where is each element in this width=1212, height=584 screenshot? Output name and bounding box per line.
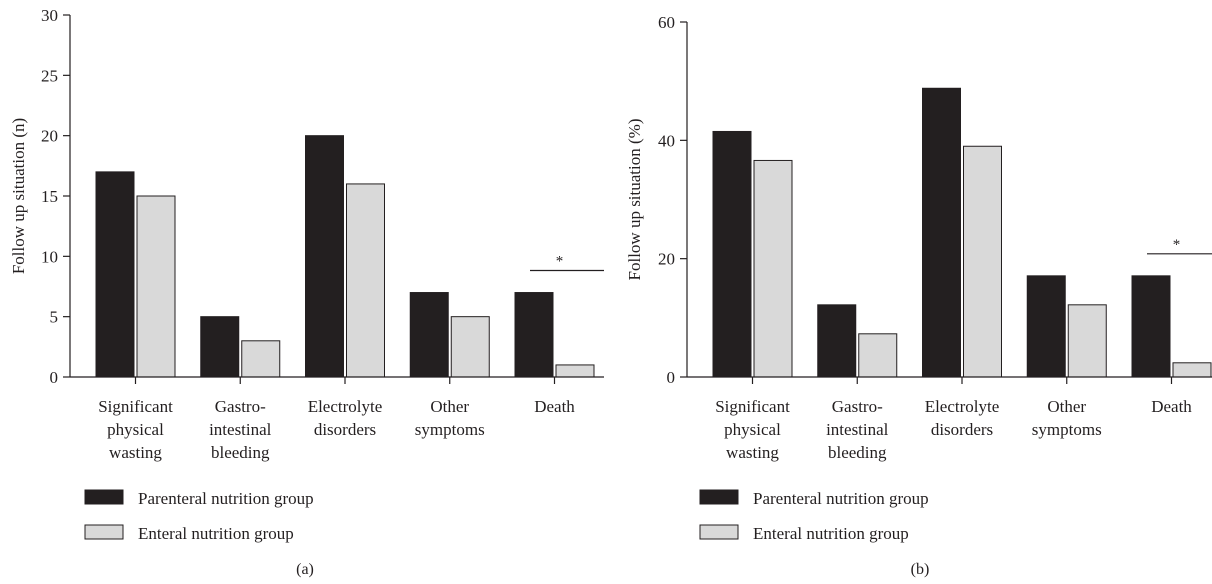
bar-parenteral (95, 171, 135, 378)
x-category-label: wasting (726, 443, 779, 462)
x-category-label: physical (724, 420, 781, 439)
legend-swatch-parenteral (84, 489, 124, 505)
significance-marker: * (556, 254, 564, 270)
x-category-label: bleeding (211, 443, 270, 462)
bar-enteral (858, 333, 898, 378)
bar-enteral (753, 159, 793, 378)
x-category-label: disorders (931, 420, 993, 439)
bar-parenteral (922, 87, 961, 378)
legend-swatch-enteral (84, 524, 124, 540)
y-axis-label: Follow up situation (n) (9, 118, 28, 274)
x-category-label: intestinal (826, 420, 889, 439)
bar-parenteral (409, 292, 449, 378)
bar-parenteral (1026, 275, 1066, 378)
x-category-label: symptoms (415, 420, 485, 439)
bar-parenteral (712, 130, 752, 378)
legend-label-parenteral: Parenteral nutrition group (753, 489, 929, 508)
y-tick-label: 40 (658, 131, 675, 150)
chart-panel-b: 0 20 40 60 Follow up situation (%) Significan… (625, 13, 1212, 578)
bar-parenteral (200, 316, 240, 378)
x-category-label: Electrolyte (925, 397, 1000, 416)
x-category-label: disorders (314, 420, 376, 439)
legend-label-parenteral: Parenteral nutrition group (138, 489, 314, 508)
bar-enteral (346, 183, 385, 378)
y-tick-label: 20 (41, 127, 58, 146)
legend-label-enteral: Enteral nutrition group (138, 524, 294, 543)
x-category-label: Gastro- (832, 397, 883, 416)
legend-swatch-enteral (699, 524, 739, 540)
y-axis-label: Follow up situation (%) (625, 119, 644, 281)
x-category-label: wasting (109, 443, 162, 462)
x-category-label: Death (534, 397, 575, 416)
legend-label-enteral: Enteral nutrition group (753, 524, 909, 543)
chart-panel-a: 0 5 10 15 20 25 30 Follow up situation (n) Signi… (9, 6, 604, 578)
bar-parenteral (305, 135, 344, 378)
bar-parenteral (1131, 275, 1171, 378)
x-category-label: intestinal (209, 420, 272, 439)
x-category-label: Death (1151, 397, 1192, 416)
bar-parenteral (514, 292, 554, 378)
y-tick-label: 20 (658, 250, 675, 269)
significance-marker: * (1173, 237, 1181, 253)
bar-enteral (450, 316, 490, 378)
x-category-label: bleeding (828, 443, 887, 462)
y-tick-label: 5 (50, 308, 59, 327)
x-category-label: physical (107, 420, 164, 439)
y-tick-label: 25 (41, 66, 58, 85)
bar-parenteral (817, 304, 857, 378)
y-tick-label: 0 (667, 368, 676, 387)
legend-swatch-parenteral (699, 489, 739, 505)
bar-enteral (963, 145, 1002, 378)
bar-enteral (1067, 304, 1107, 378)
y-tick-label: 60 (658, 13, 675, 32)
x-category-label: Significant (98, 397, 173, 416)
x-category-label: Electrolyte (308, 397, 383, 416)
panel-label: (b) (911, 561, 930, 578)
x-category-label: Gastro- (215, 397, 266, 416)
bar-enteral (555, 364, 595, 378)
x-category-label: Significant (715, 397, 790, 416)
bar-enteral (136, 195, 176, 378)
y-tick-label: 0 (50, 368, 59, 387)
y-tick-label: 10 (41, 247, 58, 266)
x-category-label: symptoms (1032, 420, 1102, 439)
y-tick-label: 30 (41, 6, 58, 25)
panel-label: (a) (296, 561, 314, 578)
bar-enteral (241, 340, 281, 378)
x-category-label: Other (430, 397, 469, 416)
x-category-label: Other (1047, 397, 1086, 416)
bar-enteral (1172, 362, 1212, 378)
y-tick-label: 15 (41, 187, 58, 206)
